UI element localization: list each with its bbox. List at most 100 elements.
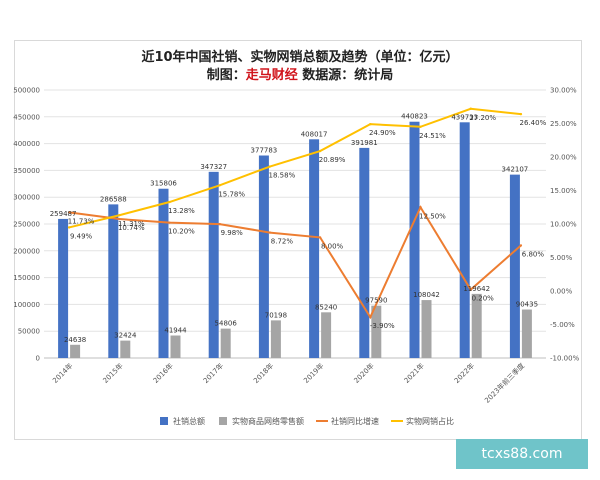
- legend-label: 社销总额: [173, 416, 205, 426]
- bar: [509, 174, 520, 358]
- line-value-label: 8.72%: [271, 238, 294, 246]
- line-value-label: 11.73%: [68, 217, 95, 225]
- bar-value-label: 342107: [502, 166, 529, 174]
- bar: [409, 121, 420, 358]
- left-tick-label: 350000: [13, 167, 40, 175]
- line-value-label: 10.74%: [118, 224, 145, 232]
- left-tick-label: 450000: [13, 113, 40, 121]
- series-line: [68, 205, 522, 320]
- legend-label: 实物网销占比: [406, 416, 454, 426]
- line-value-label: 12.50%: [419, 212, 446, 220]
- bar-value-label: 315806: [150, 180, 177, 188]
- right-axis: -10.00% -5.00% 0.00% 5.00% 10.00% 15.00% 20.00…: [550, 87, 580, 363]
- bar-value-label: 70198: [265, 311, 287, 319]
- line-value-label: 9.49%: [70, 232, 93, 240]
- bar: [371, 305, 382, 358]
- bar: [120, 340, 131, 358]
- left-tick-label: 150000: [13, 274, 40, 282]
- x-tick-label: 2017年: [201, 361, 225, 385]
- chart-title: 近10年中国社销、实物网销总额及趋势（单位：亿元）: [141, 50, 459, 65]
- bar-value-label: 119642: [463, 285, 490, 293]
- bar-value-label: 347327: [200, 163, 227, 171]
- line-value-label: 18.58%: [269, 172, 296, 180]
- line-point: [519, 112, 523, 116]
- bar: [471, 293, 482, 358]
- left-tick-label: 100000: [13, 301, 40, 309]
- x-tick-label: 2019年: [302, 361, 326, 385]
- left-tick-label: 0: [36, 355, 40, 363]
- chart-subtitle: 制图：走马财经 数据源：统计局: [0, 64, 600, 83]
- line-value-label: 27.20%: [469, 114, 496, 122]
- line-value-label: 11.31%: [118, 220, 145, 228]
- line-value-label: -3.90%: [370, 322, 395, 330]
- left-tick-label: 300000: [13, 194, 40, 202]
- bar: [108, 204, 119, 358]
- bar: [459, 122, 470, 359]
- bar: [70, 344, 81, 358]
- bar-value-label: 85240: [315, 303, 337, 311]
- x-tick-label: 2023年前三季度: [483, 361, 527, 405]
- bar-value-label: 286588: [100, 195, 127, 203]
- legend: 社销总额 实物商品网络零售额 社销同比增速 实物网销占比: [160, 416, 454, 426]
- bar-value-label: 259487: [50, 210, 77, 218]
- bar-value-label: 439733: [451, 113, 478, 121]
- subtitle-prefix: 制图：: [206, 68, 246, 83]
- left-tick-label: 500000: [13, 87, 40, 95]
- bar: [270, 320, 281, 358]
- bar-value-label: 108042: [413, 291, 440, 299]
- line-point: [268, 165, 272, 168]
- bar: [208, 171, 219, 358]
- legend-label: 社销同比增速: [331, 416, 379, 426]
- bar-value-label: 90435: [516, 301, 538, 309]
- line-point: [318, 149, 322, 153]
- legend-swatch: [219, 417, 227, 425]
- line-point: [419, 125, 422, 128]
- line-value-label: 9.98%: [221, 229, 244, 237]
- legend-swatch: [160, 417, 168, 425]
- line-point: [519, 244, 523, 247]
- bar-value-label: 408017: [301, 130, 328, 138]
- right-tick-label: -5.00%: [550, 321, 575, 329]
- bar: [521, 309, 532, 358]
- line-point: [369, 122, 372, 126]
- bar-value-label: 391981: [351, 139, 378, 147]
- bar: [421, 300, 432, 358]
- line-point: [67, 226, 71, 229]
- line-value-label: 13.28%: [168, 207, 195, 215]
- line-point: [118, 217, 121, 221]
- line-value-label: 8.00%: [321, 242, 344, 250]
- line-point: [469, 288, 472, 291]
- line-value-label: 6.80%: [522, 250, 545, 258]
- line-point: [168, 200, 171, 204]
- bar: [58, 218, 69, 358]
- bar-value-label: 54806: [215, 320, 238, 328]
- right-tick-label: 30.00%: [550, 87, 577, 95]
- bar: [220, 328, 231, 358]
- x-tick-label: 2021年: [402, 361, 426, 385]
- line-point: [469, 107, 472, 110]
- right-tick-label: 20.00%: [550, 154, 577, 162]
- right-tick-label: 15.00%: [550, 187, 577, 195]
- bar-value-label: 97590: [365, 297, 387, 305]
- right-tick-label: 25.00%: [550, 120, 577, 128]
- right-tick-label: 5.00%: [550, 254, 573, 262]
- right-tick-label: 0.00%: [550, 288, 573, 296]
- line-value-label: 10.20%: [168, 228, 195, 236]
- line-value-label: 15.78%: [218, 190, 245, 198]
- bar-value-label: 41944: [164, 327, 187, 335]
- line-point: [218, 222, 221, 226]
- x-axis: 2014年 2015年 2016年 2017年 2018年 2019年 2020年 2021年…: [51, 361, 527, 405]
- line-point: [369, 315, 372, 319]
- line-point: [318, 236, 322, 239]
- bar: [321, 312, 332, 358]
- line-value-label: 0.20%: [472, 295, 495, 303]
- x-tick-label: 2020年: [352, 361, 376, 385]
- left-tick-label: 400000: [13, 140, 40, 148]
- line-point: [168, 221, 171, 224]
- bar: [359, 147, 370, 358]
- line-value-label: 24.90%: [369, 129, 396, 137]
- brand-name: 走马财经: [245, 68, 298, 83]
- bar: [309, 139, 320, 358]
- subtitle-suffix: 数据源：统计局: [297, 68, 394, 83]
